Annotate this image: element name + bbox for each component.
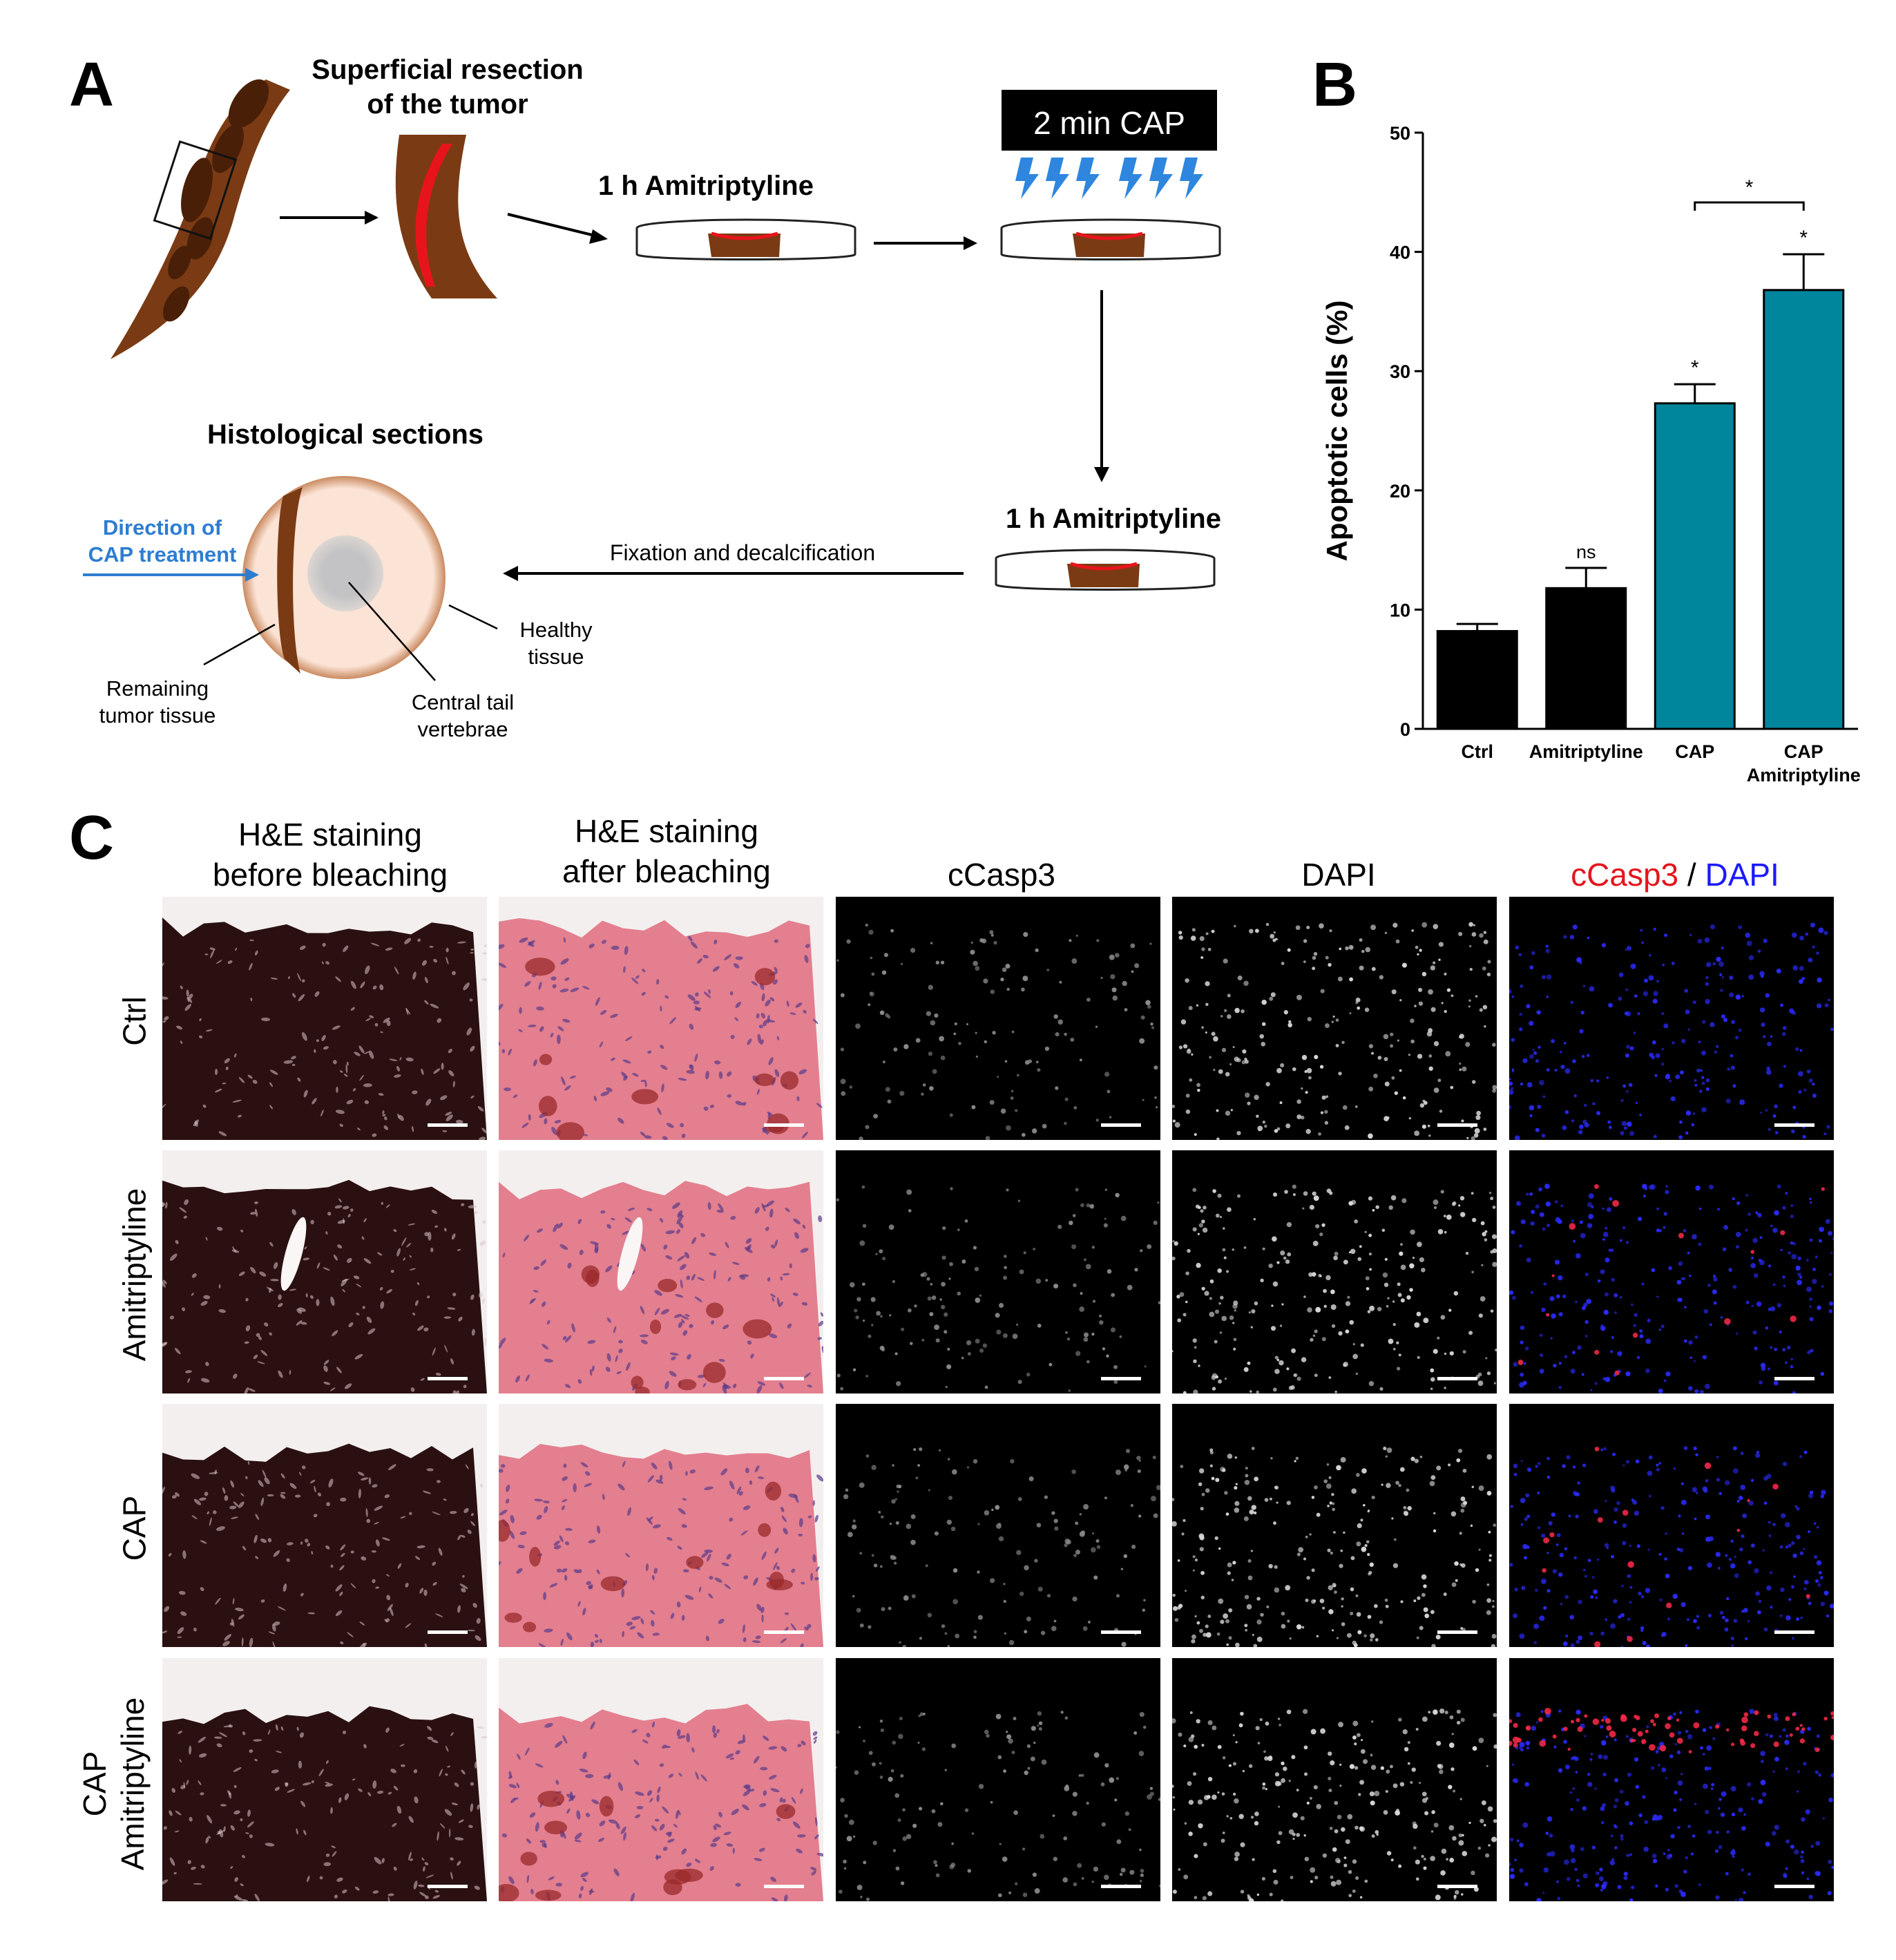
- petri-dish-2-icon: [1000, 218, 1221, 260]
- resection-title-line2: of the tumor: [367, 89, 528, 120]
- col-header-dapi: DAPI: [1301, 857, 1376, 893]
- remaining-tumor-label: Remaining tumor tissue: [99, 676, 216, 730]
- resected-tumor-icon: [395, 135, 497, 298]
- micrograph-merge-row4: [1509, 1658, 1834, 1901]
- healthy-line1: Healthy: [519, 618, 593, 642]
- col-header-he-after-line2: after bleaching: [562, 853, 771, 889]
- panel-letter-a: A: [69, 50, 114, 120]
- central-vertebrae-label: Central tail vertebrae: [412, 689, 514, 743]
- direction-label: Direction of CAP treatment: [88, 515, 237, 569]
- bar-2: [1654, 402, 1736, 730]
- micrograph-merge-row2: [1509, 1150, 1834, 1393]
- mouse-tail-icon: [111, 79, 290, 359]
- col-header-merge: cCasp3 / DAPI: [1571, 855, 1779, 895]
- panel-a-diagram: [83, 79, 1221, 681]
- micrograph-he-before-row3: [162, 1404, 487, 1647]
- y-tick-label-1: 10: [1390, 600, 1410, 620]
- histological-title: Histological sections: [207, 419, 484, 450]
- significance-label-2: *: [1691, 356, 1699, 379]
- x-tick-label-3-1: Amitriptyline: [1747, 765, 1861, 786]
- healthy-tissue-label: Healthy tissue: [519, 617, 592, 671]
- micrograph-merge-row3: [1509, 1404, 1834, 1647]
- healthy-line2: tissue: [528, 644, 584, 669]
- row-header-cap: CAP: [116, 1495, 153, 1561]
- micrograph-ccasp3-row1: [836, 897, 1160, 1140]
- remaining-line2: tumor tissue: [99, 703, 216, 727]
- resection-title: Superficial resection of the tumor: [312, 53, 583, 122]
- significance-label-1: ns: [1576, 542, 1596, 562]
- merge-red-label: cCasp3: [1571, 857, 1679, 893]
- col-header-he-before-line2: before bleaching: [212, 856, 448, 893]
- x-tick-label-2-0: CAP: [1675, 741, 1714, 762]
- petri-dish-3-icon: [995, 549, 1216, 591]
- significance-bracket: [1694, 201, 1805, 211]
- x-tick-label-1-0: Amitriptyline: [1529, 741, 1643, 762]
- row-header-cap-amitriptyline: CAP Amitriptyline: [76, 1697, 152, 1871]
- micrograph-dapi-row3: [1172, 1404, 1497, 1647]
- micrograph-he-after-row1: [499, 897, 823, 1140]
- cap-box-label: 2 min CAP: [1033, 105, 1185, 141]
- cap-plasma-icon: [1015, 158, 1203, 199]
- apoptosis-bar-chart: 0 10 20 30 40 50 Apoptotic cells (%) Ctrl ns Amit…: [1321, 123, 1861, 786]
- y-axis-label: Apoptotic cells (%): [1321, 300, 1353, 561]
- row-header-cap-amitriptyline-line2: Amitriptyline: [115, 1697, 151, 1871]
- micrograph-dapi-row2: [1172, 1150, 1497, 1393]
- micrograph-he-before-row2: [162, 1150, 487, 1393]
- micrograph-ccasp3-row4: [836, 1658, 1160, 1901]
- col-header-he-before: H&E staining before bleaching: [213, 815, 448, 895]
- y-tick-label-5: 50: [1390, 123, 1410, 144]
- micrograph-dapi-row1: [1172, 897, 1497, 1140]
- significance-label-3: *: [1799, 227, 1808, 249]
- petri-dish-1-icon: [635, 218, 856, 260]
- amitriptyline-step-1: 1 h Amitriptyline: [598, 171, 814, 201]
- x-tick-label-3-0: CAP: [1784, 741, 1823, 762]
- bar-0: [1436, 629, 1518, 730]
- central-line1: Central tail: [411, 690, 515, 714]
- col-header-he-after: H&E staining after bleaching: [562, 812, 771, 891]
- fixation-label: Fixation and decalcification: [609, 540, 876, 565]
- col-header-he-before-line1: H&E staining: [238, 817, 422, 853]
- micrograph-ccasp3-row3: [836, 1404, 1160, 1647]
- y-tick-label-2: 20: [1390, 481, 1410, 502]
- merge-separator: /: [1678, 857, 1705, 893]
- micrograph-dapi-row4: [1172, 1658, 1497, 1901]
- remaining-line1: Remaining: [106, 676, 209, 701]
- merge-blue-label: DAPI: [1705, 857, 1779, 893]
- micrograph-he-before-row1: [162, 897, 487, 1140]
- micrograph-he-after-row2: [499, 1150, 823, 1393]
- bar-3: [1763, 289, 1845, 730]
- y-tick-label-3: 30: [1390, 361, 1410, 382]
- row-header-amitriptyline: Amitriptyline: [116, 1188, 153, 1362]
- x-tick-label-0-0: Ctrl: [1462, 741, 1494, 762]
- y-tick-label-0: 0: [1400, 719, 1410, 740]
- row-header-ctrl: Ctrl: [116, 996, 153, 1046]
- panel-letter-b: B: [1312, 50, 1357, 120]
- micrograph-he-before-row4: [162, 1658, 487, 1901]
- resection-title-line1: Superficial resection: [312, 55, 584, 85]
- micrograph-he-after-row3: [499, 1404, 823, 1647]
- micrograph-merge-row1: [1509, 897, 1834, 1140]
- micrograph-ccasp3-row2: [836, 1150, 1160, 1393]
- y-tick-label-4: 40: [1390, 242, 1410, 263]
- direction-line1: Direction of: [102, 515, 222, 540]
- col-header-ccasp3: cCasp3: [948, 857, 1055, 893]
- bracket-label: *: [1745, 176, 1754, 199]
- panel-letter-c: C: [69, 803, 114, 873]
- central-line2: vertebrae: [417, 716, 508, 741]
- col-header-he-after-line1: H&E staining: [575, 813, 758, 849]
- row-header-cap-amitriptyline-line1: CAP: [76, 1751, 113, 1817]
- bar-1: [1545, 587, 1627, 730]
- amitriptyline-step-2: 1 h Amitriptyline: [1006, 504, 1221, 534]
- histological-section-icon: [203, 476, 498, 681]
- micrograph-he-after-row4: [499, 1658, 823, 1901]
- direction-line2: CAP treatment: [88, 542, 237, 567]
